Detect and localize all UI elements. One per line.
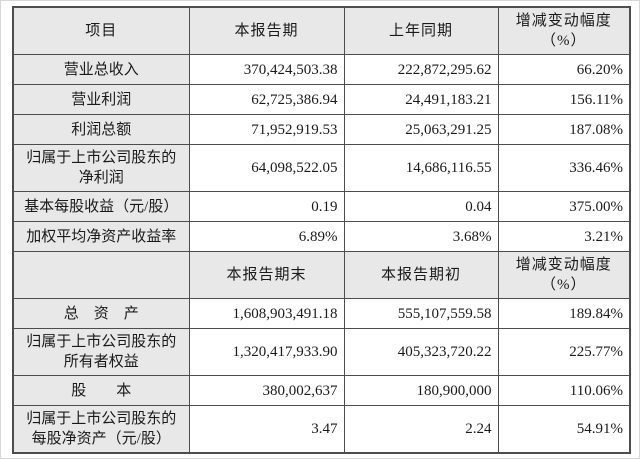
current-value-cell: 1,608,903,491.18 [188,298,345,329]
item-label-cell: 利润总额 [12,114,190,145]
header-change-cell: 增减变动幅度 （%） [497,6,631,55]
header-change-cell: 增减变动幅度 （%） [497,251,631,299]
table-row: 归属于上市公司股东的所有者权益 1,320,417,933.90 405,323,7… [12,328,631,376]
financial-summary-table: 项目 本报告期 上年同期 增减变动幅度 （%） 营业总收入 370,424,503.38 2… [12,6,631,454]
table-row: 归属于上市公司股东的净利润 64,098,522.05 14,686,116.55 3… [12,144,631,192]
item-label-cell: 归属于上市公司股东的所有者权益 [12,328,190,376]
change-pct-cell: 375.00% [497,191,631,222]
header-period-cell: 本报告期 [188,6,345,55]
table-row: 归属于上市公司股东的每股净资产（元/股） 3.47 2.24 54.91% [12,405,631,454]
prior-value-cell: 222,872,295.62 [343,54,499,85]
prior-value-cell: 25,063,291.25 [343,114,499,145]
prior-value-cell: 405,323,720.22 [343,328,499,376]
change-pct-cell: 110.06% [497,375,631,406]
current-value-cell: 71,952,919.53 [188,114,345,145]
table-row: 总 资 产 1,608,903,491.18 555,107,559.58 189.8… [12,298,631,329]
header-item-cell: 项目 [12,6,190,55]
item-label-cell: 加权平均净资产收益率 [12,221,190,252]
table-row: 营业总收入 370,424,503.38 222,872,295.62 66.20% [12,54,631,85]
current-value-cell: 1,320,417,933.90 [188,328,345,376]
prior-value-cell: 3.68% [343,221,499,252]
table-header-row: 本报告期末 本报告期初 增减变动幅度 （%） [12,251,631,299]
current-value-cell: 370,424,503.38 [188,54,345,85]
header-period-cell: 本报告期末 [188,251,345,299]
prior-value-cell: 2.24 [343,405,499,454]
table-header-row: 项目 本报告期 上年同期 增减变动幅度 （%） [12,6,631,55]
change-pct-cell: 54.91% [497,405,631,454]
current-value-cell: 62,725,386.94 [188,84,345,115]
item-label-cell: 营业利润 [12,84,190,115]
change-pct-cell: 189.84% [497,298,631,329]
change-pct-cell: 187.08% [497,114,631,145]
change-pct-cell: 66.20% [497,54,631,85]
table-row: 股 本 380,002,637 180,900,000 110.06% [12,375,631,406]
change-pct-cell: 3.21% [497,221,631,252]
prior-value-cell: 555,107,559.58 [343,298,499,329]
prior-value-cell: 14,686,116.55 [343,144,499,192]
current-value-cell: 0.19 [188,191,345,222]
table-row: 加权平均净资产收益率 6.89% 3.68% 3.21% [12,221,631,252]
prior-value-cell: 0.04 [343,191,499,222]
item-label-cell: 归属于上市公司股东的净利润 [12,144,190,192]
header-item-cell [12,251,190,299]
table-row: 基本每股收益（元/股） 0.19 0.04 375.00% [12,191,631,222]
current-value-cell: 64,098,522.05 [188,144,345,192]
change-pct-cell: 156.11% [497,84,631,115]
change-pct-cell: 336.46% [497,144,631,192]
item-label-cell: 股 本 [12,375,190,406]
table-row: 营业利润 62,725,386.94 24,491,183.21 156.11% [12,84,631,115]
current-value-cell: 6.89% [188,221,345,252]
header-period-cell: 本报告期初 [343,251,499,299]
header-period-cell: 上年同期 [343,6,499,55]
prior-value-cell: 180,900,000 [343,375,499,406]
change-pct-cell: 225.77% [497,328,631,376]
item-label-cell: 营业总收入 [12,54,190,85]
table-row: 利润总额 71,952,919.53 25,063,291.25 187.08% [12,114,631,145]
prior-value-cell: 24,491,183.21 [343,84,499,115]
current-value-cell: 380,002,637 [188,375,345,406]
current-value-cell: 3.47 [188,405,345,454]
item-label-cell: 归属于上市公司股东的每股净资产（元/股） [12,405,190,454]
item-label-cell: 总 资 产 [12,298,190,329]
item-label-cell: 基本每股收益（元/股） [12,191,190,222]
